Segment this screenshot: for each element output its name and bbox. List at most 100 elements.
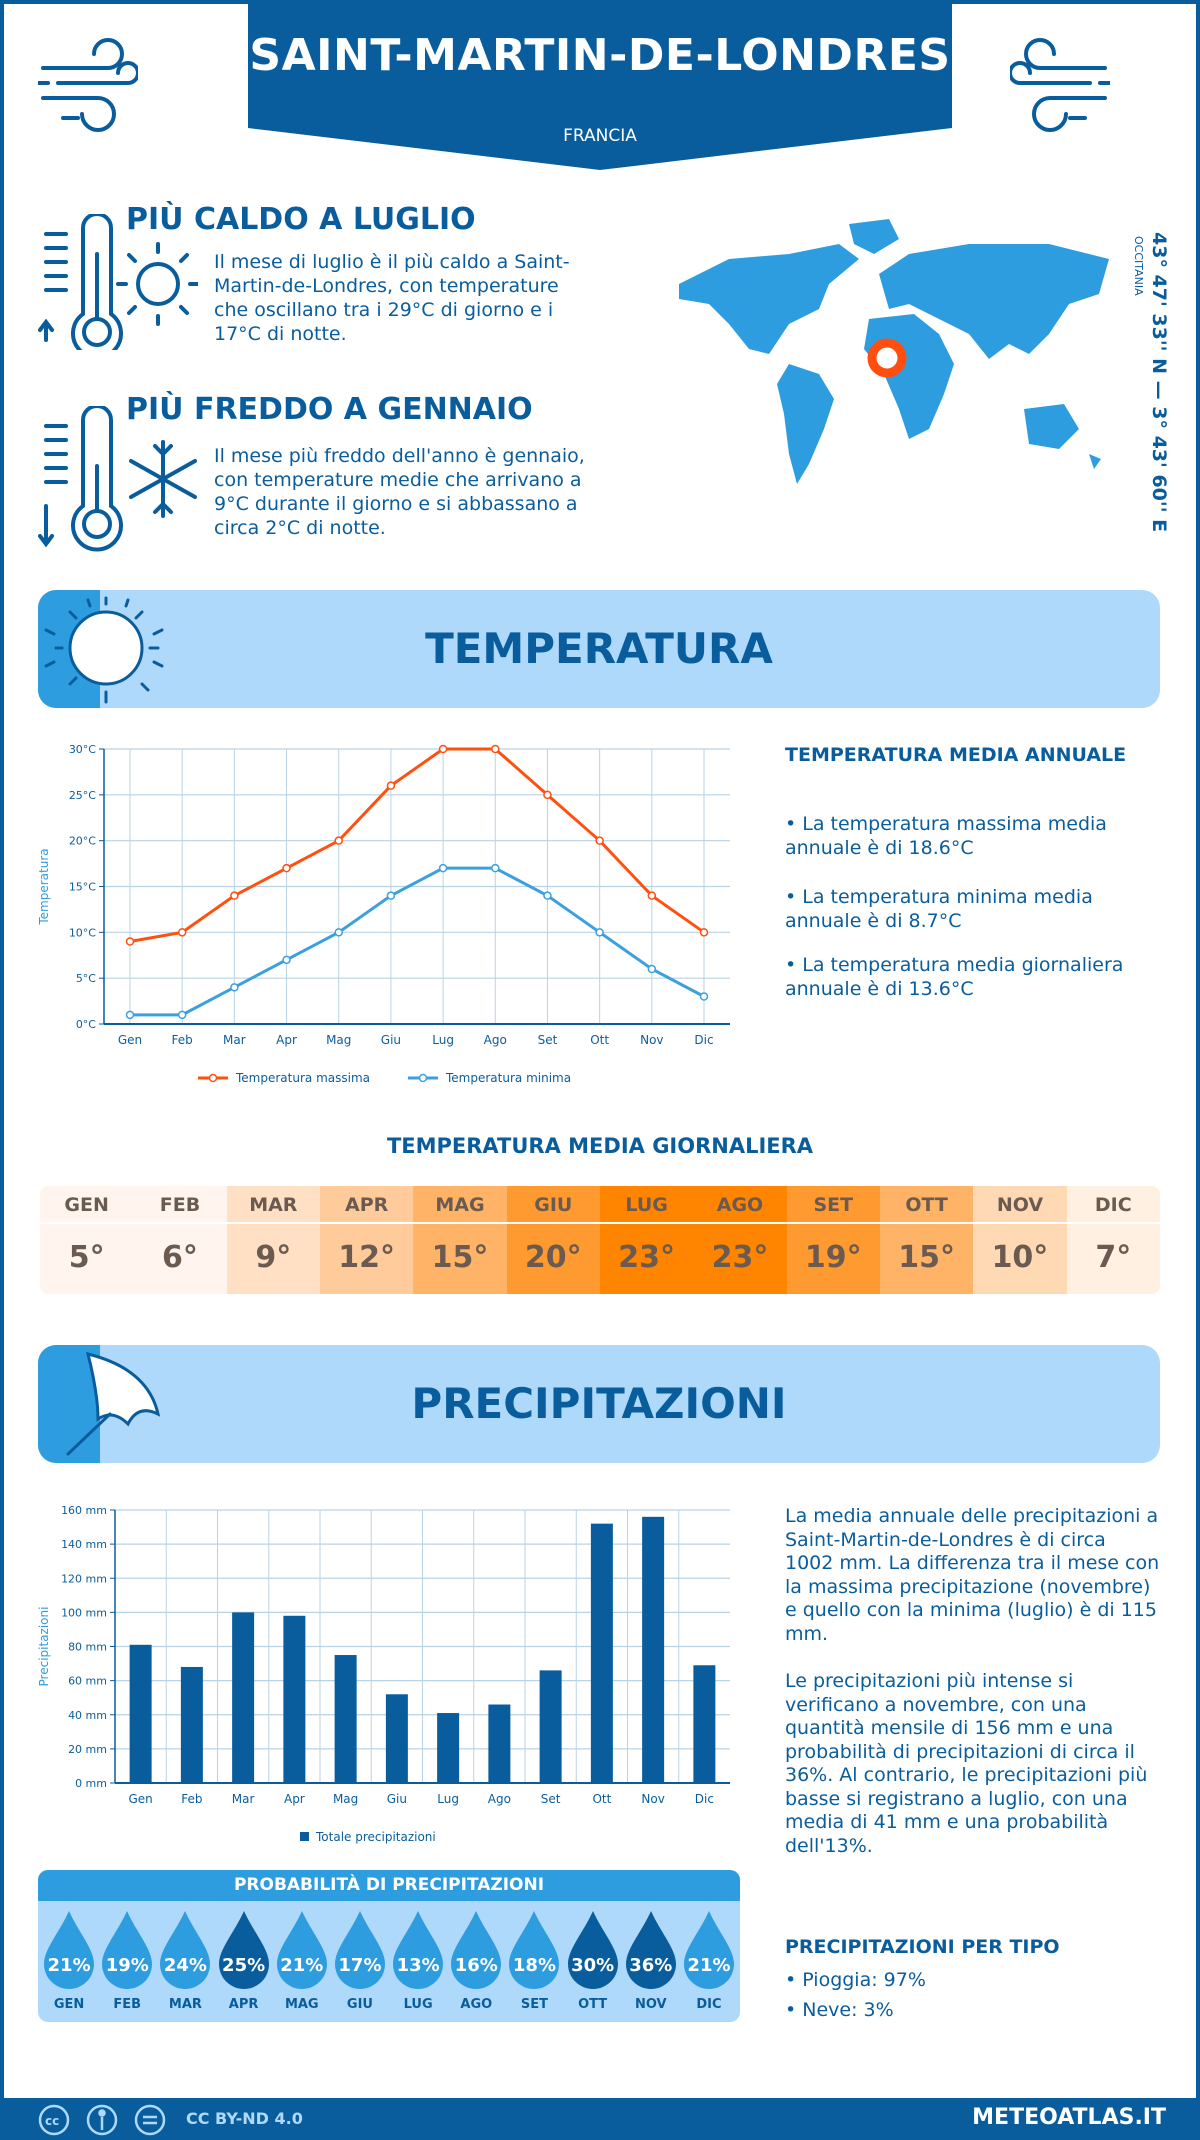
precip-prob-apr: 25% APR: [215, 1911, 273, 2021]
y-tick-label: 30°C: [69, 743, 96, 756]
country-label: FRANCIA: [563, 126, 637, 146]
location-marker-icon: [867, 338, 907, 378]
legend-marker: [418, 1073, 428, 1083]
temp-value: 10°: [991, 1240, 1049, 1275]
month-label: GIU: [506, 1186, 600, 1224]
raindrop-icon: [44, 1911, 95, 1989]
month-label: DIC: [696, 1997, 722, 2012]
month-label: GIU: [346, 1997, 373, 2012]
daily-temp-mag: MAG 15°: [413, 1186, 507, 1294]
prob-value: 30%: [571, 1955, 615, 1976]
region-label: OCCITANIA: [1132, 236, 1145, 296]
data-point: [386, 891, 396, 900]
x-tick-label: Gen: [128, 1792, 152, 1806]
x-tick-label: Set: [538, 1033, 558, 1047]
series-line-min: [130, 866, 705, 1017]
prob-value: 24%: [163, 1955, 207, 1976]
y-tick-label: 60 mm: [68, 1675, 107, 1688]
x-tick-label: Lug: [437, 1792, 459, 1806]
legend-label: Temperatura minima: [445, 1071, 571, 1085]
precip-prob-ago: 16% AGO: [447, 1911, 505, 2021]
raindrop-icon: [567, 1911, 618, 1989]
x-tick-label: Dic: [695, 1792, 714, 1806]
prob-value: 13%: [396, 1955, 440, 1976]
data-point: [438, 863, 448, 873]
legend-swatch: [300, 1832, 309, 1841]
data-point: [595, 836, 604, 845]
prob-value: 18%: [512, 1955, 556, 1976]
coldest-text: Il mese più freddo dell'anno è gennaio, …: [214, 445, 585, 539]
raindrop-icon: [625, 1911, 676, 1989]
annual-temp-title: TEMPERATURA MEDIA ANNUALE: [785, 744, 1127, 766]
precip-prob-feb: 19% FEB: [98, 1911, 156, 2021]
bar-giu: [385, 1694, 408, 1783]
precip-probability-title: PROBABILITÀ DI PRECIPITAZIONI: [38, 1870, 740, 1901]
umbrella-rain-icon: [66, 1351, 161, 1456]
data-point: [595, 928, 604, 937]
daily-temp-feb: FEB 6°: [133, 1186, 227, 1294]
precip-paragraph-1: La media annuale delle precipitazioni a …: [785, 1505, 1160, 1645]
cc-license-icons: cc: [38, 2104, 166, 2136]
precip-prob-mar: 24% MAR: [156, 1911, 214, 2021]
bar-mar: [232, 1612, 255, 1783]
precip-prob-giu: 17% GIU: [331, 1911, 389, 2021]
temp-value: 9°: [255, 1240, 292, 1275]
data-point: [543, 790, 552, 800]
annual-temp-bullet-avg: • La temperatura media giornaliera annua…: [785, 954, 1124, 1000]
site-link[interactable]: METEOATLAS.IT: [972, 2105, 1166, 2130]
data-point: [230, 891, 239, 900]
y-tick-label: 40 mm: [68, 1709, 107, 1722]
daily-temp-lug: LUG 23°: [599, 1186, 694, 1294]
y-tick-label: 15°C: [69, 881, 96, 894]
raindrop-icon: [276, 1911, 327, 1989]
x-tick-label: Ago: [488, 1792, 511, 1806]
x-tick-label: Mar: [232, 1792, 255, 1806]
prob-value: 36%: [629, 1955, 673, 1976]
data-point: [543, 891, 552, 900]
data-point: [334, 928, 343, 937]
hottest-text: Il mese di luglio è il più caldo a Saint…: [214, 251, 570, 345]
coldest-title: PIÙ FREDDO A GENNAIO: [126, 392, 533, 427]
temp-value: 7°: [1095, 1240, 1132, 1275]
y-tick-label: 140 mm: [61, 1538, 107, 1551]
wind-icon-right: [1010, 38, 1110, 132]
x-tick-label: Ago: [484, 1033, 507, 1047]
month-label: APR: [319, 1186, 414, 1224]
temp-value: 23°: [618, 1240, 675, 1275]
x-tick-label: Giu: [381, 1033, 401, 1047]
data-point: [177, 928, 187, 937]
data-point: [125, 1010, 135, 1020]
page-title: SAINT-MARTIN-DE-LONDRES: [249, 30, 951, 81]
thermometer-hot-icon: [38, 214, 198, 350]
month-label: SET: [786, 1186, 880, 1224]
temp-value: 19°: [804, 1240, 862, 1275]
temp-value: 20°: [524, 1240, 582, 1275]
grid: 0 mm 20 mm 40 mm 60 mm 80 mm 100 mm 120 mm 140 …: [61, 1504, 730, 1806]
precipitation-title: PRECIPITAZIONI: [411, 1379, 787, 1428]
data-point: [647, 891, 657, 900]
thermometer-cold-icon: [38, 406, 197, 552]
x-tick-label: Nov: [641, 1792, 664, 1806]
y-tick-label: 25°C: [69, 789, 96, 802]
x-tick-label: Mag: [326, 1033, 351, 1047]
x-tick-label: Mag: [333, 1792, 358, 1806]
month-label: NOV: [634, 1997, 667, 2012]
daily-temp-ago: AGO 23°: [693, 1186, 787, 1294]
legend-label: Temperatura massima: [235, 1071, 370, 1085]
daily-temp-gen: GEN 5°: [40, 1186, 134, 1294]
precip-prob-set: 18% SET: [505, 1911, 563, 2021]
bar-lug: [437, 1713, 460, 1783]
data-point: [647, 964, 657, 974]
y-axis-label: Temperatura: [37, 848, 51, 925]
daily-temp-title: TEMPERATURA MEDIA GIORNALIERA: [386, 1134, 814, 1158]
month-label: DIC: [1066, 1186, 1160, 1224]
data-point: [177, 1010, 187, 1020]
temp-value: 15°: [898, 1240, 955, 1275]
y-tick-label: 120 mm: [61, 1572, 107, 1585]
data-point: [334, 836, 343, 845]
legend-label: Totale precipitazioni: [315, 1830, 436, 1844]
data-point: [386, 781, 396, 790]
daily-temp-set: SET 19°: [786, 1186, 880, 1294]
precip-prob-lug: 13% LUG: [389, 1911, 447, 2021]
month-label: MAR: [226, 1186, 320, 1224]
